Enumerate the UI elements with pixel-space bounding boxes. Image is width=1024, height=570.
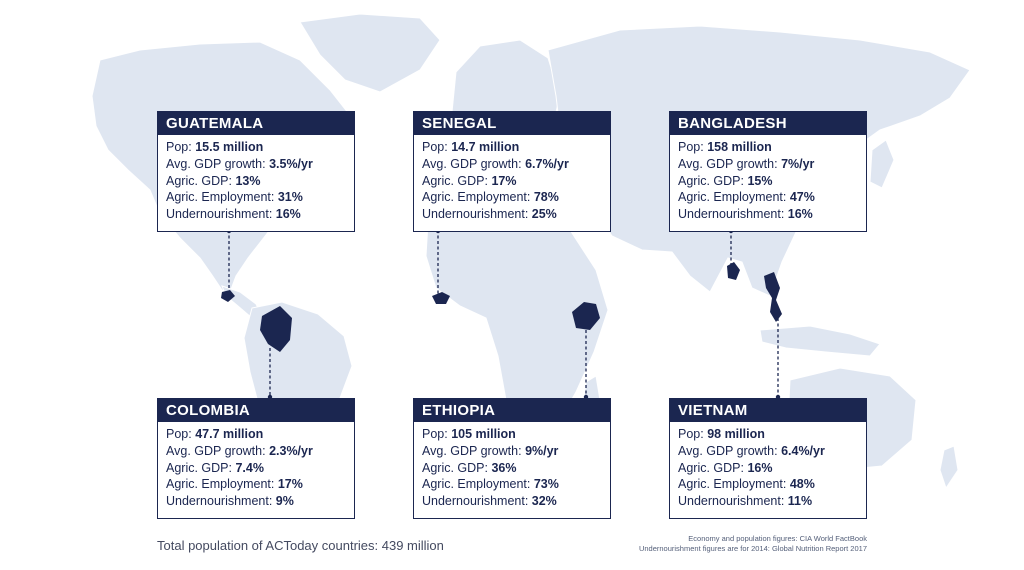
country-vietnam <box>764 272 782 322</box>
card-bangladesh: BANGLADESH Pop: 158 million Avg. GDP gro… <box>669 111 867 232</box>
stat-undernourishment: Undernourishment: 9% <box>166 494 294 509</box>
card-stats: Pop: 105 million Avg. GDP growth: 9%/yr … <box>414 422 610 518</box>
stat-agric-gdp: Agric. GDP: 16% <box>678 460 773 475</box>
landmass-new-zealand <box>939 445 959 490</box>
card-title: COLOMBIA <box>158 399 354 422</box>
stat-pop: Pop: 158 million <box>678 140 772 154</box>
card-vietnam: VIETNAM Pop: 98 million Avg. GDP growth:… <box>669 398 867 519</box>
card-title: SENEGAL <box>414 112 610 135</box>
country-bangladesh <box>727 262 740 280</box>
stat-gdp-growth: Avg. GDP growth: 6.7%/yr <box>422 156 569 171</box>
card-stats: Pop: 98 million Avg. GDP growth: 6.4%/yr… <box>670 422 866 518</box>
stat-agric-employment: Agric. Employment: 78% <box>422 190 559 205</box>
country-guatemala <box>221 290 235 302</box>
stat-gdp-growth: Avg. GDP growth: 2.3%/yr <box>166 443 313 458</box>
card-ethiopia: ETHIOPIA Pop: 105 million Avg. GDP growt… <box>413 398 611 519</box>
stat-pop: Pop: 15.5 million <box>166 140 264 154</box>
landmass-japan <box>869 139 895 189</box>
stat-agric-gdp: Agric. GDP: 7.4% <box>166 460 264 475</box>
card-stats: Pop: 47.7 million Avg. GDP growth: 2.3%/… <box>158 422 354 518</box>
stat-agric-gdp: Agric. GDP: 15% <box>678 173 773 188</box>
card-title: ETHIOPIA <box>414 399 610 422</box>
stat-undernourishment: Undernourishment: 11% <box>678 494 813 509</box>
card-stats: Pop: 158 million Avg. GDP growth: 7%/yr … <box>670 135 866 231</box>
source-line-1: Economy and population figures: CIA Worl… <box>688 534 867 543</box>
stat-gdp-growth: Avg. GDP growth: 7%/yr <box>678 156 815 171</box>
stat-pop: Pop: 105 million <box>422 427 516 441</box>
card-title: GUATEMALA <box>158 112 354 135</box>
country-senegal <box>432 292 450 304</box>
stat-agric-gdp: Agric. GDP: 36% <box>422 460 517 475</box>
country-colombia <box>260 306 292 352</box>
card-stats: Pop: 14.7 million Avg. GDP growth: 6.7%/… <box>414 135 610 231</box>
stat-agric-employment: Agric. Employment: 48% <box>678 477 815 492</box>
card-title: BANGLADESH <box>670 112 866 135</box>
source-line-2: Undernourishment figures are for 2014: G… <box>638 544 867 553</box>
country-ethiopia <box>572 302 600 330</box>
stat-undernourishment: Undernourishment: 16% <box>166 207 301 222</box>
stat-gdp-growth: Avg. GDP growth: 6.4%/yr <box>678 443 825 458</box>
stat-agric-gdp: Agric. GDP: 17% <box>422 173 517 188</box>
stat-pop: Pop: 47.7 million <box>166 427 264 441</box>
source-notes: Economy and population figures: CIA Worl… <box>639 534 867 554</box>
card-guatemala: GUATEMALA Pop: 15.5 million Avg. GDP gro… <box>157 111 355 232</box>
stat-gdp-growth: Avg. GDP growth: 3.5%/yr <box>166 156 313 171</box>
stat-agric-employment: Agric. Employment: 47% <box>678 190 815 205</box>
landmass-indonesia <box>759 325 881 357</box>
card-stats: Pop: 15.5 million Avg. GDP growth: 3.5%/… <box>158 135 354 231</box>
stat-undernourishment: Undernourishment: 16% <box>678 207 813 222</box>
card-title: VIETNAM <box>670 399 866 422</box>
total-population-note: Total population of ACToday countries: 4… <box>157 538 444 553</box>
landmass-greenland <box>299 13 441 93</box>
stat-agric-employment: Agric. Employment: 73% <box>422 477 559 492</box>
stat-agric-employment: Agric. Employment: 31% <box>166 190 303 205</box>
stat-agric-employment: Agric. Employment: 17% <box>166 477 303 492</box>
stat-agric-gdp: Agric. GDP: 13% <box>166 173 261 188</box>
stat-pop: Pop: 14.7 million <box>422 140 520 154</box>
stat-gdp-growth: Avg. GDP growth: 9%/yr <box>422 443 559 458</box>
stat-undernourishment: Undernourishment: 32% <box>422 494 557 509</box>
card-colombia: COLOMBIA Pop: 47.7 million Avg. GDP grow… <box>157 398 355 519</box>
stat-pop: Pop: 98 million <box>678 427 765 441</box>
stat-undernourishment: Undernourishment: 25% <box>422 207 557 222</box>
card-senegal: SENEGAL Pop: 14.7 million Avg. GDP growt… <box>413 111 611 232</box>
